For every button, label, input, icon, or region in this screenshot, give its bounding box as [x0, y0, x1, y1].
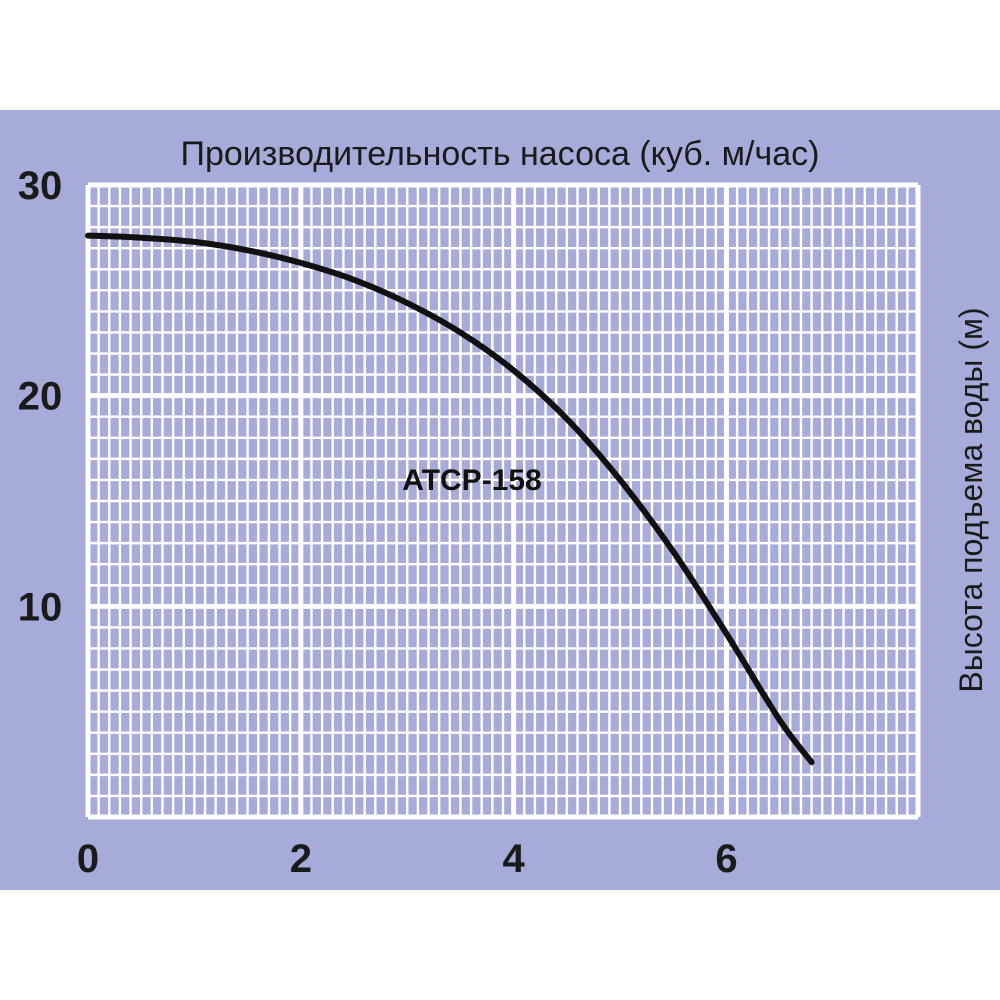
chart-title: Производительность насоса (куб. м/час)	[181, 135, 820, 173]
y-tick-label: 10	[18, 585, 63, 629]
x-tick-label: 0	[77, 837, 99, 881]
x-tick-labels: 0 2 4 6	[77, 837, 738, 881]
series-label: ATCP-158	[402, 464, 541, 497]
y-axis-label: Высота подъема воды (м)	[953, 307, 989, 692]
y-tick-label: 20	[18, 375, 63, 419]
y-tick-labels: 10 20 30	[18, 164, 63, 629]
x-tick-label: 6	[715, 837, 737, 881]
x-tick-label: 4	[503, 837, 526, 881]
major-grid	[85, 182, 921, 820]
series-line	[85, 232, 815, 766]
y-tick-label: 30	[18, 164, 63, 208]
minor-grid	[88, 185, 920, 817]
x-tick-label: 2	[290, 837, 312, 881]
